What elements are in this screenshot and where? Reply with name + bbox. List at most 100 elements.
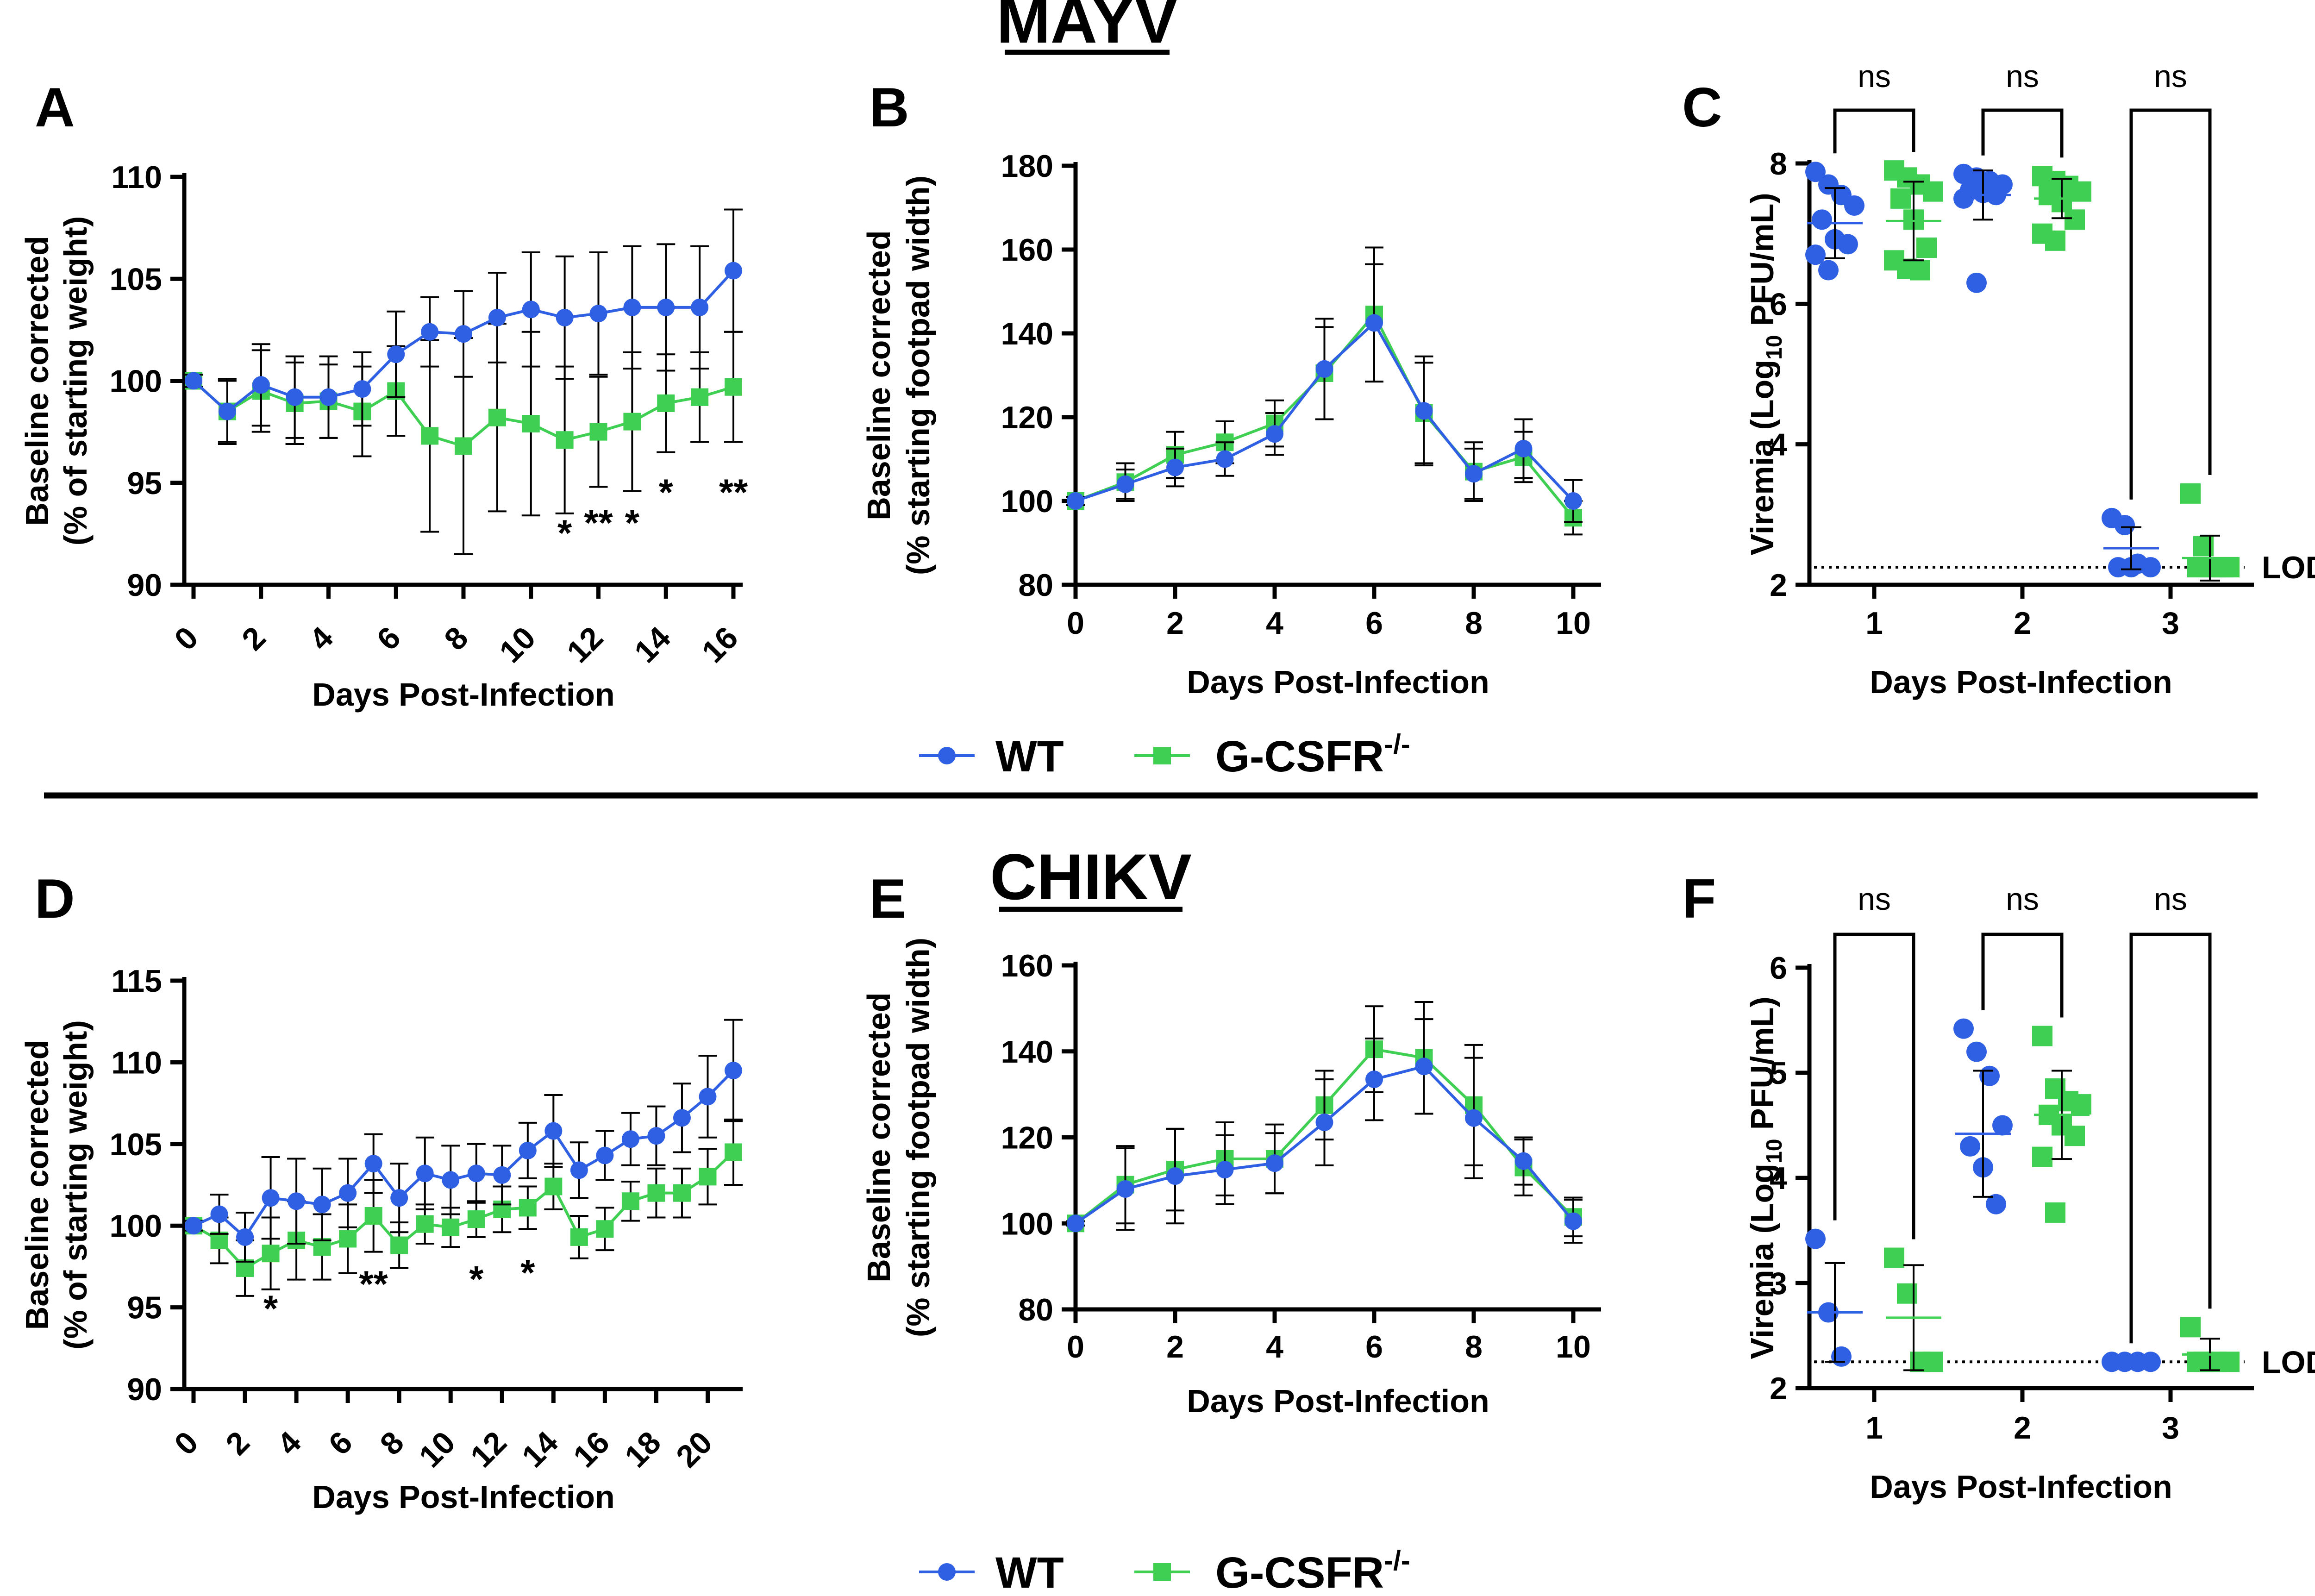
- series-line: [193, 1151, 735, 1270]
- significance-bracket: ns: [2129, 882, 2212, 1344]
- figure-annotations: MAYV CHIKV: [44, 0, 2258, 913]
- panel-label: F: [1682, 868, 1716, 930]
- lod-label: LOD: [2262, 1345, 2315, 1380]
- panel-a: A Days Post-Infection 90 95 100 105 110 0 2 4 6 8 10…: [19, 76, 748, 713]
- group-gcsfr-day1: [1884, 160, 1943, 281]
- y-tick-label: 2: [1770, 568, 1787, 603]
- data-point: [1910, 260, 1930, 281]
- x-axis-title: Days Post-Infection: [1870, 664, 2172, 700]
- data-point: [1960, 1136, 1980, 1157]
- data-point: [596, 1146, 614, 1164]
- data-point: [364, 1207, 382, 1225]
- data-point: [647, 1127, 665, 1145]
- x-tick-label: 12: [560, 620, 610, 670]
- x-tick-label: 8: [1465, 606, 1483, 641]
- data-point: [467, 1164, 485, 1183]
- y-tick-label: 120: [1001, 1120, 1053, 1156]
- y-tick-label: 100: [1001, 1206, 1053, 1241]
- series-gcsfr: [184, 1118, 743, 1297]
- data-point: [421, 427, 439, 445]
- data-point: [1844, 195, 1865, 216]
- x-axis-title: Days Post-Infection: [1870, 1469, 2172, 1505]
- data-point: [210, 1205, 228, 1223]
- data-point: [390, 1189, 408, 1207]
- data-point: [589, 423, 607, 441]
- data-point: [519, 1199, 537, 1217]
- data-point: [570, 1228, 588, 1246]
- significance-label: ns: [2006, 59, 2039, 94]
- y-tick-label: 140: [1001, 316, 1053, 351]
- data-point: [416, 1215, 434, 1233]
- significance-star: *: [659, 471, 674, 513]
- significance-bracket: ns: [2129, 59, 2212, 500]
- panel-b: B Days Post-Infection 80 100 120 140 160 180 0 2 4…: [861, 76, 1601, 700]
- data-point: [236, 1228, 254, 1246]
- data-point: [353, 380, 371, 398]
- legend-gcsfr-sup: -/-: [1384, 1545, 1410, 1576]
- legend-gcsfr-label: G-CSFR-/-: [1215, 729, 1410, 781]
- group-gcsfr-day2: [2032, 1026, 2091, 1223]
- data-point: [1116, 1180, 1134, 1198]
- data-point: [1266, 1154, 1283, 1172]
- y-tick-label: 3: [1770, 1266, 1787, 1301]
- y-axis-title-line2: (% starting footpad width): [900, 938, 936, 1337]
- data-point: [313, 1195, 331, 1214]
- data-point: [556, 431, 574, 449]
- y-tick-label: 4: [1770, 427, 1787, 463]
- data-point: [286, 388, 304, 406]
- data-point: [1838, 234, 1858, 255]
- data-point: [2045, 230, 2065, 251]
- data-point: [2045, 1202, 2065, 1223]
- data-point: [1966, 1041, 1987, 1062]
- legend-gcsfr-marker: [1153, 1563, 1171, 1581]
- y-tick-label: 4: [1770, 1161, 1787, 1196]
- legend-gcsfr-name: G-CSFR: [1215, 732, 1384, 781]
- legend-gcsfr-marker: [1153, 747, 1171, 764]
- y-tick-label: 100: [110, 1208, 162, 1244]
- data-point: [657, 394, 675, 412]
- y-tick-label: 115: [111, 964, 162, 999]
- x-tick-label: 18: [618, 1425, 668, 1474]
- lod-label: LOD: [2262, 550, 2315, 585]
- x-tick-label: 14: [628, 620, 677, 670]
- data-point: [1818, 260, 1839, 281]
- data-point: [1216, 1161, 1234, 1179]
- data-point: [1805, 1228, 1826, 1249]
- data-point: [455, 325, 472, 343]
- data-point: [544, 1177, 563, 1195]
- x-tick-label: 3: [2162, 1410, 2179, 1446]
- data-point: [2032, 1026, 2052, 1046]
- y-tick-label: 80: [1018, 568, 1053, 603]
- y-tick-label: 180: [1001, 149, 1053, 184]
- series-wt: [1066, 263, 1583, 523]
- data-point: [1465, 1109, 1483, 1127]
- x-axis-title: Days Post-Infection: [312, 676, 614, 713]
- data-point: [185, 1217, 202, 1235]
- data-point: [1890, 188, 1911, 209]
- data-point: [621, 1130, 639, 1148]
- bracket-line: [1833, 933, 1915, 1239]
- significance-label: ns: [2154, 59, 2187, 94]
- data-point: [455, 437, 472, 455]
- data-point: [1415, 402, 1433, 420]
- data-point: [185, 372, 202, 390]
- data-point: [2180, 1317, 2201, 1338]
- y-tick-label: 95: [127, 1290, 162, 1326]
- y-axis-title-sub: 10: [1762, 1139, 1787, 1164]
- data-point: [1884, 1247, 1904, 1268]
- data-point: [1067, 492, 1084, 510]
- y-tick-label: 110: [111, 1045, 162, 1080]
- group-wt-day2: [1953, 1018, 2013, 1214]
- panel-label: E: [869, 868, 906, 930]
- y-tick-label: 105: [110, 262, 162, 297]
- x-tick-label: 8: [1465, 1329, 1483, 1364]
- bracket-line: [2129, 108, 2212, 500]
- data-point: [1514, 1152, 1533, 1170]
- data-point: [2065, 1126, 2085, 1146]
- data-point: [1923, 1352, 1943, 1372]
- x-tick-label: 10: [1556, 1329, 1591, 1364]
- data-point: [339, 1184, 357, 1202]
- y-axis-title-line1: Baseline corrected: [19, 236, 55, 526]
- x-axis-title: Days Post-Infection: [1187, 1383, 1489, 1419]
